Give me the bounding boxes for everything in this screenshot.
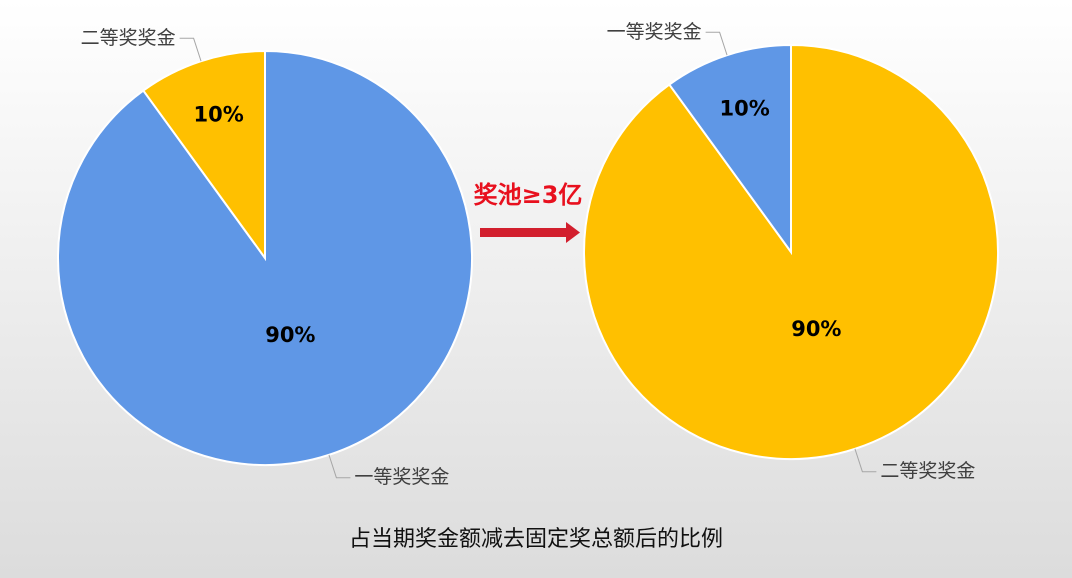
value-label: 10% — [194, 102, 244, 126]
value-label: 90% — [791, 317, 841, 341]
value-label: 90% — [265, 323, 315, 347]
arrow-head — [566, 222, 580, 243]
pie-slice — [141, 49, 266, 262]
value-label: 10% — [720, 96, 770, 120]
leader-line — [854, 448, 877, 473]
category-label: 二等奖奖金 — [880, 460, 975, 482]
caption: 占当期奖金额减去固定奖总额后的比例 — [349, 527, 723, 552]
annotation: 奖池≥3亿 — [474, 181, 583, 209]
pie-slice — [667, 43, 792, 256]
category-label: 一等奖奖金 — [607, 21, 702, 43]
leader-line — [705, 31, 728, 56]
leader-line — [328, 454, 351, 479]
leader-line — [179, 37, 202, 62]
category-label: 二等奖奖金 — [81, 27, 176, 49]
arrow-shaft — [480, 228, 566, 237]
category-label: 一等奖奖金 — [354, 466, 449, 488]
